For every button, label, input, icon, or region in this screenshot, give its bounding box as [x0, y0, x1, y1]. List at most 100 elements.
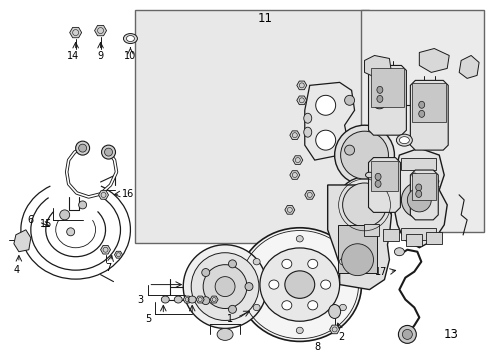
Text: 12: 12 — [428, 179, 441, 189]
Ellipse shape — [396, 134, 411, 146]
Polygon shape — [368, 66, 406, 135]
Ellipse shape — [203, 265, 246, 309]
Ellipse shape — [60, 210, 69, 220]
Ellipse shape — [228, 305, 236, 313]
Text: 1: 1 — [226, 314, 233, 324]
Ellipse shape — [303, 127, 311, 137]
Text: 14: 14 — [66, 51, 79, 62]
Bar — [401, 228, 435, 240]
Ellipse shape — [281, 301, 291, 310]
Ellipse shape — [334, 125, 394, 185]
Ellipse shape — [339, 304, 346, 311]
Bar — [135, 10, 368, 243]
Bar — [411, 173, 435, 201]
Ellipse shape — [307, 259, 317, 269]
Ellipse shape — [260, 248, 339, 321]
Ellipse shape — [376, 95, 382, 102]
Ellipse shape — [344, 95, 354, 105]
Ellipse shape — [402, 329, 411, 339]
Polygon shape — [289, 171, 299, 179]
Polygon shape — [363, 224, 379, 236]
Text: 16: 16 — [122, 189, 134, 199]
Ellipse shape — [399, 137, 408, 144]
Ellipse shape — [285, 271, 314, 298]
Polygon shape — [329, 325, 339, 334]
Ellipse shape — [315, 95, 335, 115]
Polygon shape — [69, 27, 81, 38]
Ellipse shape — [307, 301, 317, 310]
Ellipse shape — [411, 173, 416, 177]
Ellipse shape — [339, 258, 346, 265]
Ellipse shape — [66, 228, 75, 236]
Text: 8: 8 — [314, 342, 320, 352]
Polygon shape — [383, 229, 399, 241]
Polygon shape — [285, 206, 294, 214]
Ellipse shape — [79, 144, 86, 152]
Polygon shape — [292, 156, 302, 165]
Ellipse shape — [341, 244, 373, 276]
Polygon shape — [364, 55, 390, 78]
Polygon shape — [327, 185, 390, 289]
Text: 3: 3 — [137, 294, 143, 305]
Ellipse shape — [340, 131, 387, 179]
Ellipse shape — [374, 180, 380, 187]
Ellipse shape — [320, 280, 330, 289]
Text: 9: 9 — [97, 51, 103, 62]
Polygon shape — [406, 234, 422, 246]
Text: 15: 15 — [40, 219, 52, 229]
Ellipse shape — [336, 177, 392, 233]
Ellipse shape — [215, 276, 235, 297]
Polygon shape — [394, 148, 447, 248]
Bar — [361, 10, 483, 232]
Polygon shape — [304, 82, 354, 160]
Ellipse shape — [228, 260, 236, 268]
Ellipse shape — [202, 297, 209, 305]
Text: 7: 7 — [105, 263, 111, 273]
Bar — [337, 225, 377, 273]
Polygon shape — [196, 296, 203, 303]
Bar — [411, 84, 446, 122]
Polygon shape — [94, 26, 106, 36]
Ellipse shape — [407, 188, 430, 212]
Ellipse shape — [183, 245, 266, 328]
Text: 2: 2 — [338, 332, 344, 342]
Ellipse shape — [376, 86, 382, 93]
Ellipse shape — [244, 283, 252, 291]
Polygon shape — [183, 296, 191, 303]
Text: 11: 11 — [257, 12, 272, 25]
Ellipse shape — [253, 304, 260, 311]
Ellipse shape — [303, 113, 311, 123]
Ellipse shape — [296, 235, 303, 242]
Polygon shape — [296, 81, 306, 90]
Polygon shape — [368, 158, 400, 212]
Ellipse shape — [191, 253, 259, 320]
Ellipse shape — [79, 201, 86, 209]
Ellipse shape — [418, 111, 424, 117]
Polygon shape — [426, 232, 441, 244]
Ellipse shape — [426, 103, 431, 108]
Ellipse shape — [374, 102, 384, 109]
Ellipse shape — [253, 258, 260, 265]
Text: 5: 5 — [145, 314, 151, 324]
Ellipse shape — [102, 145, 115, 159]
Polygon shape — [409, 170, 437, 220]
Text: 17: 17 — [374, 267, 387, 276]
Bar — [370, 68, 404, 107]
Ellipse shape — [315, 130, 335, 150]
Ellipse shape — [342, 183, 386, 227]
Ellipse shape — [344, 145, 354, 155]
Bar — [370, 161, 398, 191]
Polygon shape — [409, 80, 447, 150]
Ellipse shape — [328, 305, 340, 319]
Ellipse shape — [238, 228, 361, 341]
Polygon shape — [304, 191, 314, 199]
Text: 10: 10 — [124, 51, 136, 62]
Ellipse shape — [104, 148, 112, 156]
Ellipse shape — [188, 296, 196, 303]
Ellipse shape — [268, 280, 278, 289]
Polygon shape — [458, 55, 478, 78]
Polygon shape — [14, 230, 31, 252]
Polygon shape — [99, 191, 108, 199]
Ellipse shape — [123, 33, 137, 44]
Polygon shape — [296, 96, 306, 105]
